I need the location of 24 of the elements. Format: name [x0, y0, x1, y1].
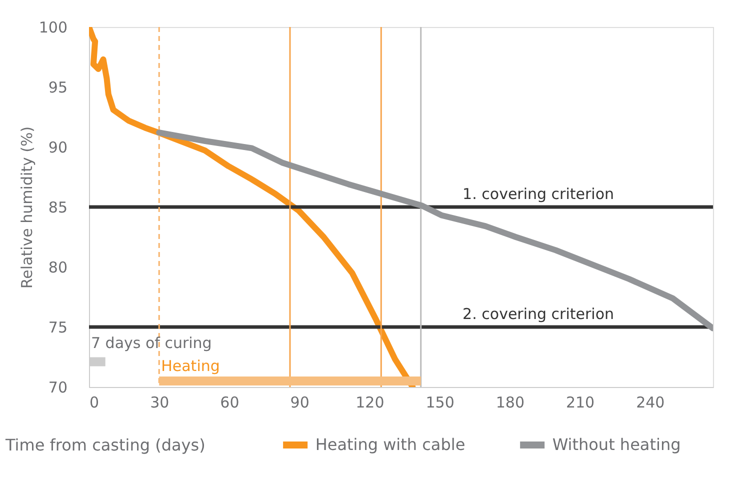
x-tick-label: 90 — [290, 394, 310, 412]
y-tick-label: 85 — [48, 198, 68, 216]
x-tick-label: 150 — [426, 394, 454, 412]
x-tick-label: 180 — [496, 394, 524, 412]
y-axis-title: Relative humidity (%) — [18, 126, 36, 289]
x-tick-label: 30 — [150, 394, 170, 412]
y-tick-label: 90 — [48, 138, 68, 156]
x-tick-label: 0 — [90, 394, 100, 412]
legend-label: Without heating — [552, 435, 681, 454]
y-tick-label: 70 — [48, 378, 68, 396]
x-tick-label: 210 — [566, 394, 595, 412]
x-tick-label: 60 — [220, 394, 240, 412]
y-tick-label: 75 — [48, 318, 68, 336]
ref-line-label: 2. covering criterion — [462, 305, 614, 323]
annotation: Heating — [161, 357, 220, 375]
x-tick-label: 120 — [356, 394, 384, 412]
x-axis-title: Time from casting (days) — [4, 436, 206, 454]
y-tick-label: 80 — [48, 258, 68, 276]
legend-label: Heating with cable — [315, 435, 466, 454]
y-tick-label: 100 — [38, 18, 68, 36]
annotation: 7 days of curing — [91, 334, 212, 352]
x-tick-label: 240 — [636, 394, 665, 412]
ref-line-label: 1. covering criterion — [462, 185, 614, 203]
y-tick-label: 95 — [48, 78, 68, 96]
